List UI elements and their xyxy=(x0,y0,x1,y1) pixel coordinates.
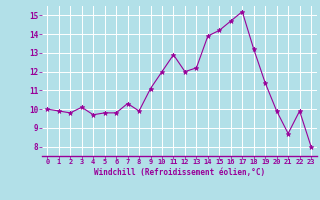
X-axis label: Windchill (Refroidissement éolien,°C): Windchill (Refroidissement éolien,°C) xyxy=(94,168,265,177)
